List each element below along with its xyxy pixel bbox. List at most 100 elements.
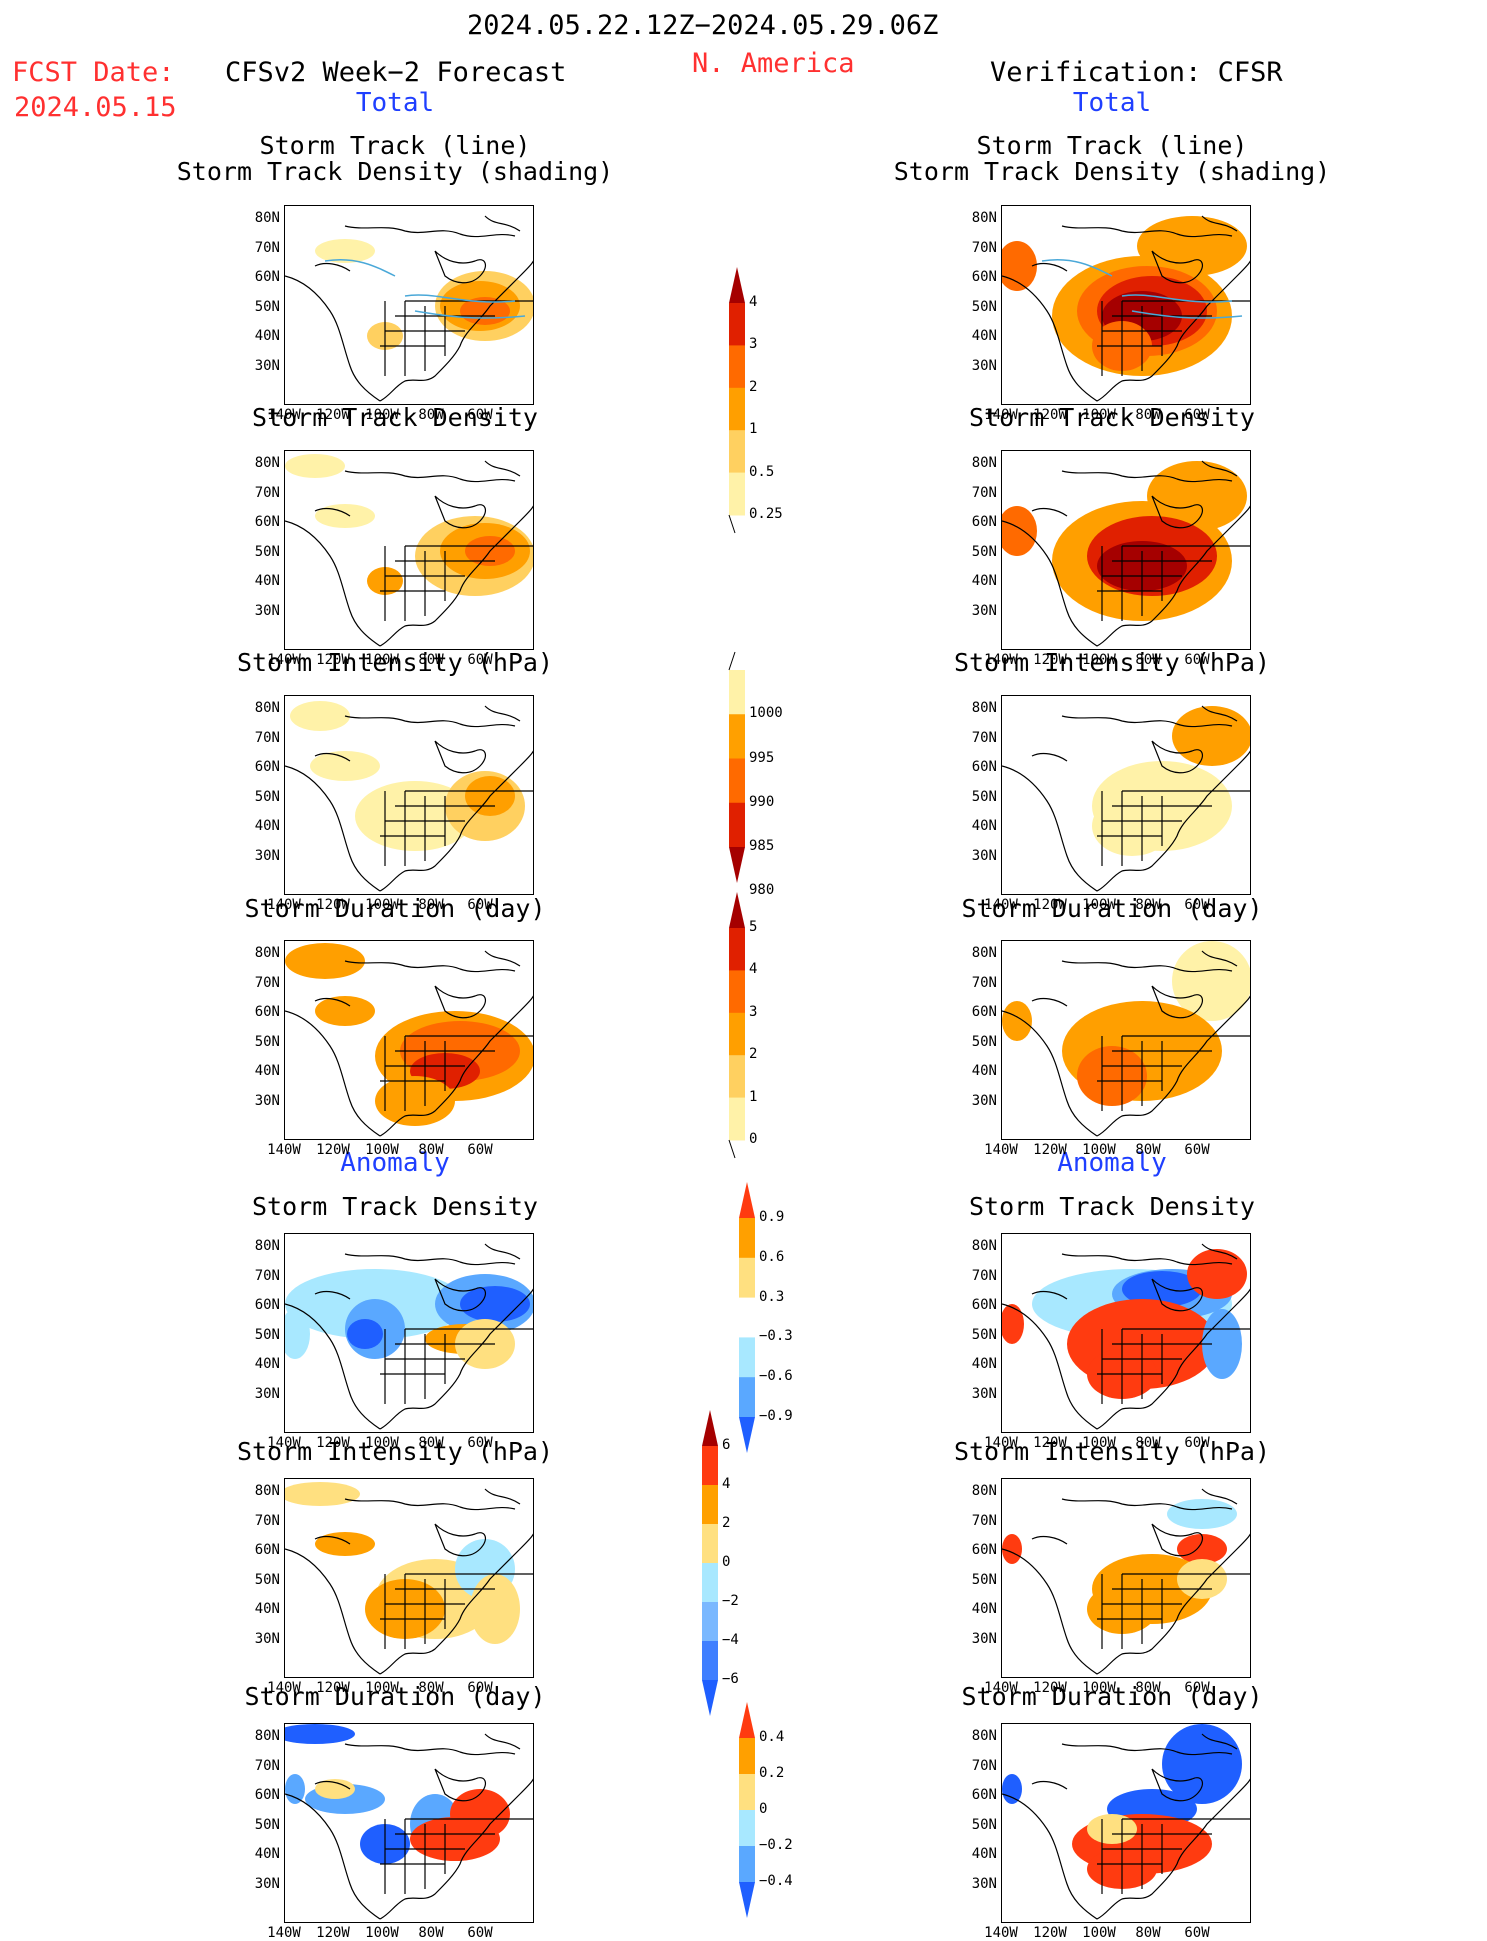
colorbar-density_anom-swatch-3 bbox=[739, 1337, 755, 1378]
fc-density-anom-lon-label: 140W bbox=[267, 1435, 301, 1451]
vr-track-track-line bbox=[1041, 258, 1243, 319]
fcst-date-value: 2024.05.15 bbox=[14, 92, 177, 123]
colorbar-intensity_anom-label: 0 bbox=[722, 1554, 731, 1570]
vr-density-lat-label: 50N bbox=[971, 543, 997, 560]
fc-duration-anom-lat-label: 60N bbox=[254, 1787, 280, 1803]
vr-track-map-canvas bbox=[1002, 215, 1250, 402]
fc-intensity-lon-label: 140W bbox=[267, 897, 301, 913]
fc-duration-anom-lon-label: 120W bbox=[316, 1925, 350, 1941]
vr-intensity-coastline bbox=[1002, 705, 1250, 892]
forecast-anomaly-label: Anomaly bbox=[340, 1148, 450, 1178]
vr-track-lat-label: 60N bbox=[971, 269, 997, 285]
fc-density-anom-lat-label: 40N bbox=[254, 1356, 280, 1372]
vr-duration-lon-label: 100W bbox=[1082, 1142, 1116, 1158]
vr-intensity-anom-shading-5 bbox=[1002, 1534, 1022, 1564]
colorbar-duration_anom: 0.4 0.2 0 −0.2 −0.4 bbox=[737, 1700, 793, 1924]
fc-intensity-lat-label: 60N bbox=[254, 759, 280, 775]
vr-track-map bbox=[1001, 205, 1251, 405]
vr-duration-lat-label: 40N bbox=[971, 1063, 997, 1079]
vr-duration-coastline bbox=[1002, 950, 1250, 1137]
fc-track-lat-label: 70N bbox=[254, 239, 280, 256]
verification-column-title: Verification: CFSR bbox=[990, 57, 1283, 88]
vr-intensity-map bbox=[1001, 695, 1251, 895]
fc-intensity-anom-lat-label: 70N bbox=[254, 1512, 280, 1529]
colorbar-density_anom-label: −0.3 bbox=[759, 1328, 793, 1345]
fc-duration-lon-label: 140W bbox=[267, 1142, 301, 1158]
vr-density-title: Storm Track Density bbox=[969, 403, 1255, 432]
fc-duration-anom-coastline bbox=[285, 1733, 533, 1920]
fc-duration-lat-label: 50N bbox=[254, 1033, 280, 1050]
fc-duration-map bbox=[284, 940, 534, 1140]
vr-duration-lon-label: 80W bbox=[1135, 1142, 1161, 1158]
vr-density-anom-shading-7 bbox=[1002, 1304, 1024, 1344]
fc-duration-title: Storm Duration (day) bbox=[244, 894, 546, 923]
fc-duration-anom-lat-label: 30N bbox=[254, 1875, 280, 1892]
vr-duration-anom-coastline bbox=[1002, 1733, 1250, 1920]
fc-intensity-anom-shading-1 bbox=[285, 1482, 360, 1506]
fc-track-lat-label: 50N bbox=[254, 298, 280, 315]
colorbar-density_total-swatch-3 bbox=[729, 430, 745, 474]
vr-intensity-anom-lon-label: 120W bbox=[1033, 1680, 1067, 1696]
vr-intensity-lat-label: 60N bbox=[971, 759, 997, 775]
fc-density-anom-lon-label: 120W bbox=[316, 1435, 350, 1451]
colorbar-density_anom-label: 0.6 bbox=[759, 1248, 785, 1265]
fc-duration-lat-label: 80N bbox=[254, 945, 280, 961]
vr-intensity-lat-label: 50N bbox=[971, 788, 997, 805]
colorbar-density_total-label: 0.25 bbox=[749, 506, 783, 522]
fc-intensity-anom-title: Storm Intensity (hPa) bbox=[236, 1437, 554, 1466]
fc-density-anom-lat-label: 80N bbox=[254, 1238, 280, 1254]
vr-density-lon-label: 100W bbox=[1082, 652, 1116, 668]
colorbar-duration_anom-label: 0 bbox=[759, 1801, 768, 1817]
colorbar-duration_total-label: 3 bbox=[749, 1003, 758, 1020]
fc-track-lat-label: 40N bbox=[254, 328, 280, 344]
colorbar-intensity_total-swatch-0 bbox=[729, 670, 745, 715]
vr-intensity-lon-label: 60W bbox=[1184, 897, 1210, 913]
vr-density-shading-1 bbox=[1002, 506, 1037, 556]
vr-density-anom-lon-label: 120W bbox=[1033, 1435, 1067, 1451]
vr-density-anom-coastline bbox=[1002, 1243, 1250, 1430]
colorbar-duration_total-swatch-4 bbox=[729, 1097, 745, 1141]
fc-intensity-shading-0 bbox=[310, 751, 380, 781]
colorbar-duration_total-swatch-1 bbox=[729, 970, 745, 1014]
vr-density-lon-label: 140W bbox=[984, 652, 1018, 668]
fc-duration-anom-map bbox=[284, 1723, 534, 1923]
fc-duration-shading-1 bbox=[285, 943, 365, 979]
colorbar-density_anom-label: −0.9 bbox=[759, 1408, 793, 1424]
fc-intensity-map-canvas bbox=[285, 701, 533, 892]
fc-duration-lat-label: 40N bbox=[254, 1063, 280, 1079]
fc-track-title-2: Storm Track Density (shading) bbox=[176, 157, 614, 186]
colorbar-density_total-swatch-1 bbox=[729, 345, 745, 389]
vr-duration-map-canvas bbox=[1002, 941, 1250, 1137]
vr-intensity-shading-2 bbox=[1092, 796, 1172, 856]
vr-density-anom-lat-label: 30N bbox=[971, 1385, 997, 1402]
fc-density-anom-lat-label: 50N bbox=[254, 1326, 280, 1343]
colorbar-duration_anom-swatch-1 bbox=[739, 1774, 755, 1811]
colorbar-density_anom-label: 0.3 bbox=[759, 1288, 785, 1305]
colorbar-intensity_anom-swatch-3 bbox=[702, 1563, 718, 1603]
colorbar-duration_total-label: 1 bbox=[749, 1088, 758, 1105]
fc-duration-shading-5 bbox=[375, 1076, 455, 1126]
colorbar-intensity_total-swatches bbox=[728, 651, 745, 883]
fc-track-shading-0 bbox=[315, 239, 375, 263]
vr-intensity-anom-lat-label: 40N bbox=[971, 1601, 997, 1617]
vr-track-lon-label: 100W bbox=[1082, 407, 1116, 423]
fc-duration-anom-shading-3 bbox=[285, 1774, 305, 1804]
vr-intensity-anom-coastline bbox=[1002, 1488, 1250, 1675]
fc-density-lon-label: 140W bbox=[267, 652, 301, 668]
vr-intensity-lon-label: 120W bbox=[1033, 897, 1067, 913]
vr-density-lon-label: 120W bbox=[1033, 652, 1067, 668]
vr-density-lon-label: 80W bbox=[1135, 652, 1161, 668]
vr-duration-anom-title: Storm Duration (day) bbox=[961, 1682, 1263, 1711]
fc-intensity-anom-lon-label: 140W bbox=[267, 1680, 301, 1696]
vr-density-anom-title: Storm Track Density bbox=[969, 1192, 1255, 1221]
vr-duration-lat-label: 70N bbox=[971, 974, 997, 991]
vr-duration-anom-lon-label: 100W bbox=[1082, 1925, 1116, 1941]
fc-density-anom-map bbox=[284, 1233, 534, 1433]
vr-density-anom-lat-label: 60N bbox=[971, 1297, 997, 1313]
colorbar-intensity_total-label: 995 bbox=[749, 749, 775, 766]
colorbar-duration_anom-label: −0.2 bbox=[759, 1837, 793, 1853]
vr-intensity-anom-lat-label: 30N bbox=[971, 1630, 997, 1647]
colorbar-intensity_anom-swatch-5 bbox=[702, 1641, 718, 1681]
vr-duration-anom-lat-label: 40N bbox=[971, 1846, 997, 1862]
colorbar-density_total-label: 2 bbox=[749, 378, 758, 395]
